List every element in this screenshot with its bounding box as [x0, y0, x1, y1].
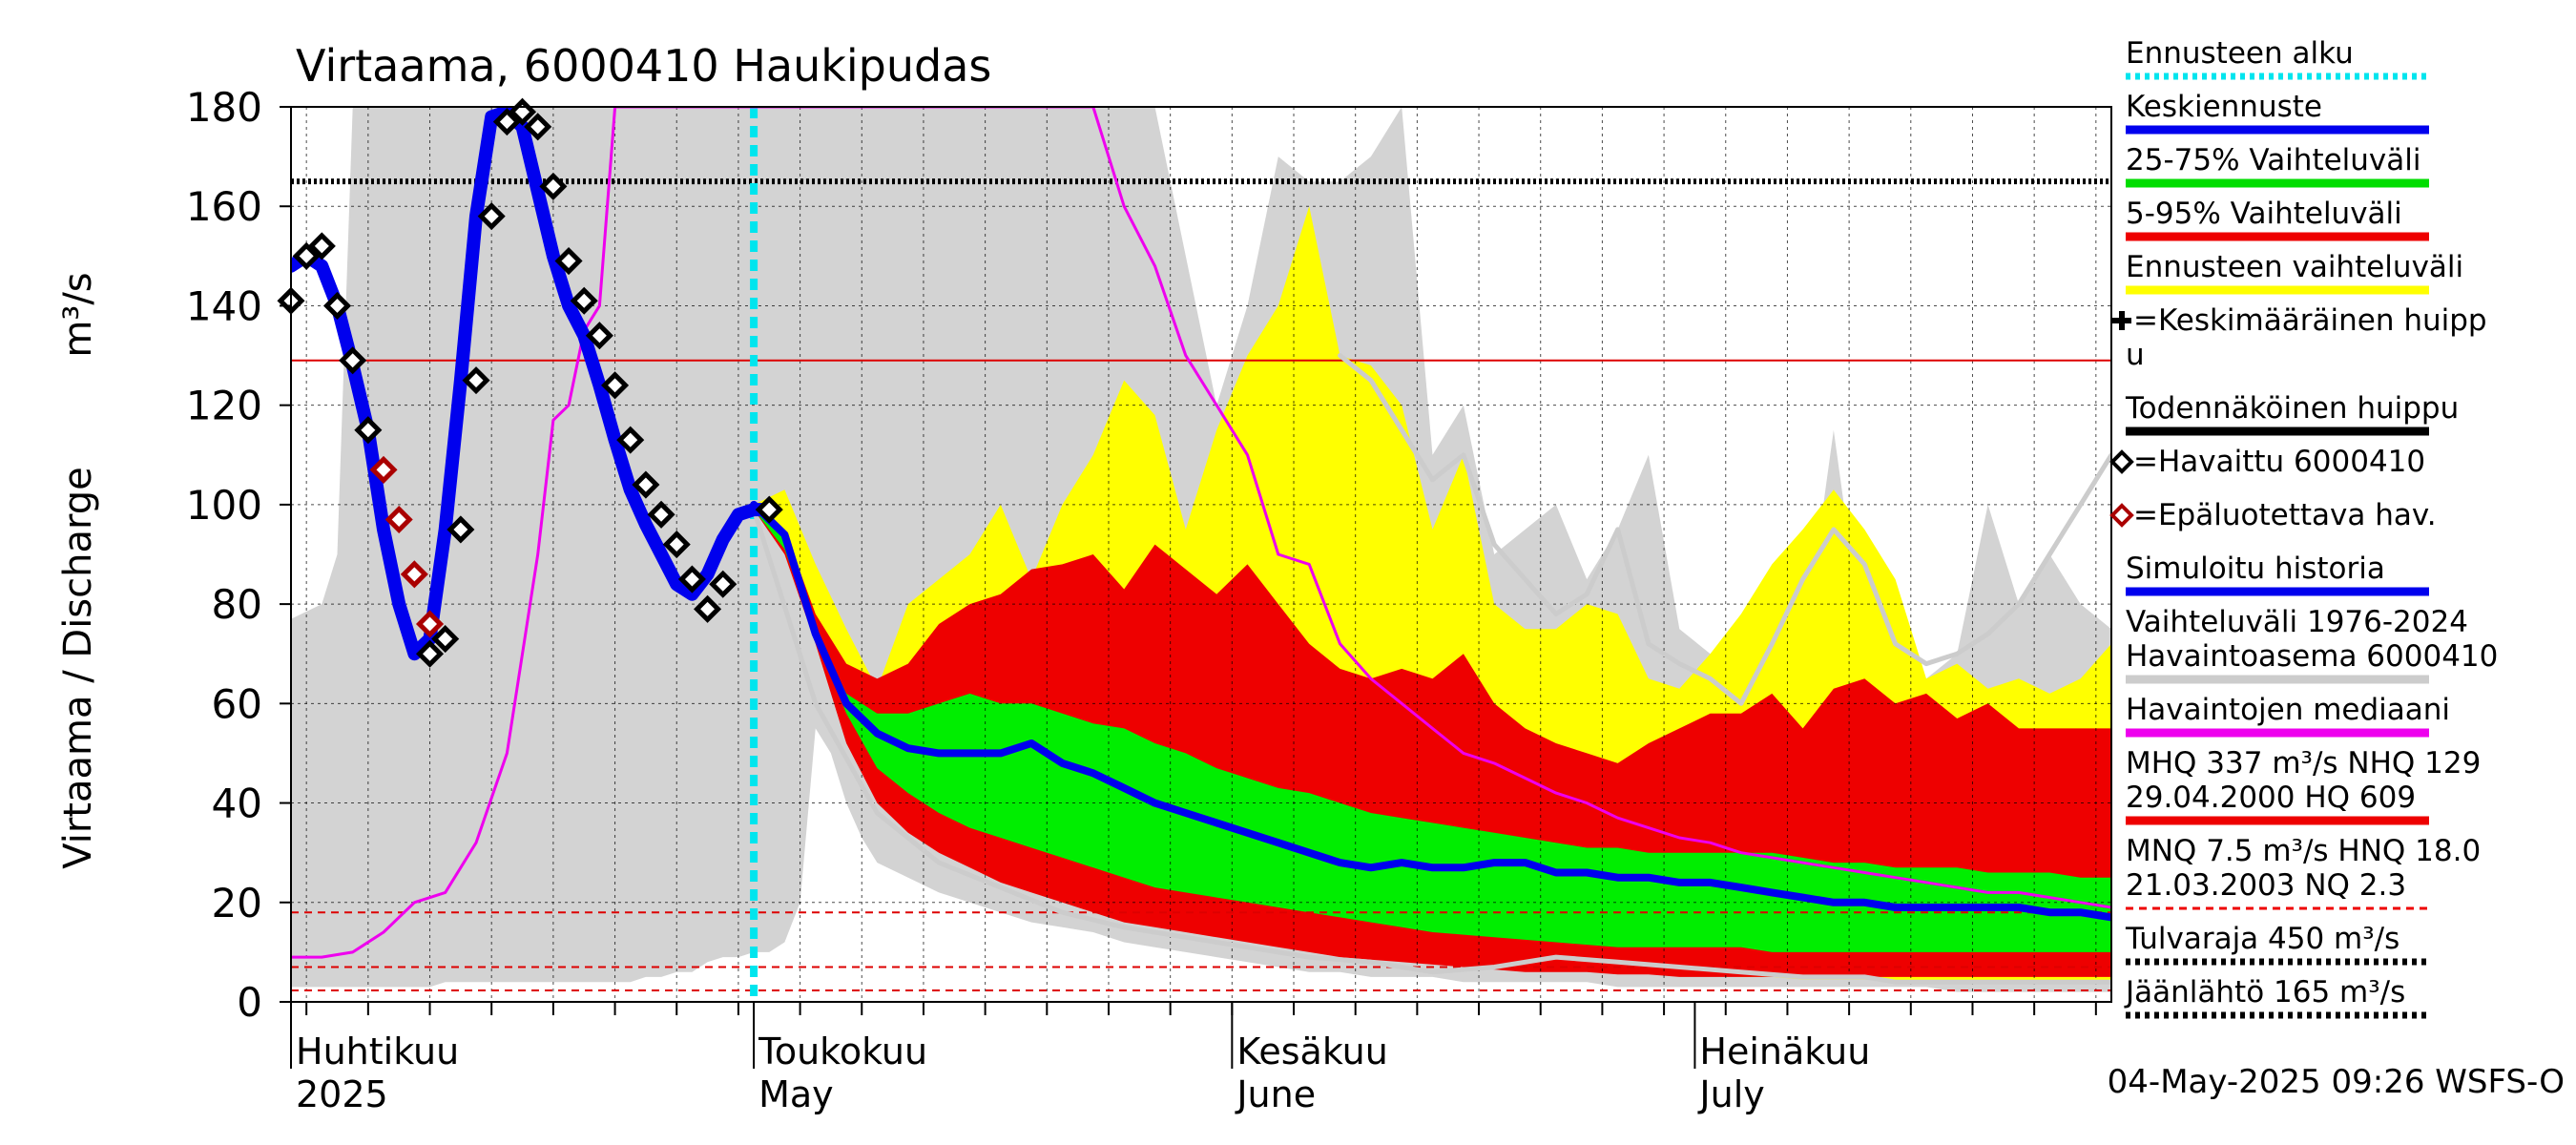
x-month-sublabel: May: [758, 1073, 834, 1115]
observed-point: [694, 594, 722, 623]
x-month-label: Huhtikuu: [296, 1030, 459, 1072]
observed-point: [601, 371, 630, 400]
observed-point: [322, 291, 352, 320]
observed-point: [415, 639, 445, 668]
legend: Ennusteen alku Keskiennuste 25-75% Vaihtel…: [2109, 36, 2498, 1019]
y-tick-label: 20: [212, 880, 262, 926]
legend-label: Keskiennuste: [2126, 90, 2322, 124]
legend-label: =Epäluotettava hav.: [2133, 498, 2437, 532]
observed-point: [585, 322, 613, 350]
mean-forecast-line: [750, 500, 2111, 922]
x-month-label: Toukokuu: [758, 1030, 927, 1072]
observed-point: [539, 172, 568, 200]
footer-timestamp: 04-May-2025 09:26 WSFS-O: [2108, 1063, 2565, 1101]
observed-point: [570, 286, 598, 315]
observed-point: [677, 565, 706, 593]
unreliable-point: [400, 560, 428, 589]
y-tick-label: 60: [212, 680, 262, 727]
plot-frame: [290, 106, 2112, 1003]
observed-point: [524, 113, 552, 141]
legend-label: Todennäköinen huippu: [2125, 391, 2459, 426]
y-tick-label: 120: [186, 383, 262, 429]
observed-point: [292, 241, 321, 270]
observed-point: [462, 366, 490, 395]
unreliable-point: [369, 455, 398, 484]
legend-label: 25-75% Vaihteluväli: [2126, 143, 2421, 177]
observed-point: [354, 416, 383, 445]
legend-label-line2: Havaintoasema 6000410: [2126, 639, 2498, 674]
unreliable-point: [384, 505, 413, 534]
legend-label-line2: 21.03.2003 NQ 2.3: [2126, 868, 2406, 903]
y-tick-label: 100: [186, 482, 262, 529]
observed-point: [447, 515, 475, 544]
legend-label-line2: 29.04.2000 HQ 609: [2126, 781, 2416, 815]
observed-point: [477, 202, 506, 231]
range-25-75-band: [754, 504, 2111, 952]
legend-cross-icon: [2112, 311, 2131, 330]
y-tick-label: 160: [186, 183, 262, 230]
legend-label: =Havaittu 6000410: [2133, 445, 2425, 479]
observed-point: [307, 232, 336, 260]
observed-point: [662, 531, 691, 559]
legend-label: MHQ 337 m³/s NHQ 129: [2126, 746, 2481, 781]
x-month-label: Heinäkuu: [1699, 1030, 1870, 1072]
legend-label-line2: u: [2126, 338, 2145, 372]
legend-label: Jäänlähtö 165 m³/s: [2124, 975, 2405, 1010]
series-lines: [291, 107, 2111, 985]
x-month-sublabel: 2025: [296, 1073, 388, 1115]
observed-point: [339, 346, 367, 375]
legend-label: Ennusteen vaihteluväli: [2126, 250, 2463, 284]
simulated-history-line: [291, 107, 777, 661]
previous-year-low-line: [751, 507, 2111, 985]
y-axis-unit: m³/s: [56, 272, 100, 357]
unreliable-point: [415, 610, 445, 638]
legend-diamond-icon: [2109, 449, 2134, 474]
legend-label: 5-95% Vaihteluväli: [2126, 197, 2402, 231]
legend-label: Tulvaraja 450 m³/s: [2125, 922, 2399, 956]
y-tick-label: 0: [237, 979, 262, 1026]
observed-point: [492, 108, 521, 136]
y-axis-label: Virtaama / Discharge: [56, 467, 100, 868]
y-tick-label: 140: [186, 282, 262, 329]
x-month-label: Kesäkuu: [1236, 1030, 1388, 1072]
observed-point: [632, 470, 660, 499]
observed-point: [709, 570, 737, 598]
median-line: [291, 107, 2111, 959]
grid: [291, 106, 2111, 1003]
y-tick-label: 40: [212, 781, 262, 827]
previous-year-line: [1338, 353, 2111, 706]
legend-label: Simuloitu historia: [2126, 552, 2385, 586]
x-month-sublabel: July: [1697, 1073, 1764, 1115]
legend-label: =Keskimääräinen huipp: [2133, 303, 2487, 338]
legend-label: Ennusteen alku: [2126, 36, 2354, 71]
legend-label: Havaintojen mediaani: [2126, 693, 2450, 727]
legend-label: Vaihteluväli 1976-2024: [2126, 605, 2468, 639]
observed-point: [616, 426, 645, 454]
x-month-sublabel: June: [1235, 1073, 1316, 1115]
y-tick-label: 180: [186, 84, 262, 131]
y-tick-label: 80: [212, 581, 262, 628]
chart-title: Virtaama, 6000410 Haukipudas: [296, 40, 991, 92]
legend-diamond-icon: [2109, 503, 2134, 528]
observed-point: [755, 495, 783, 524]
observed-point: [554, 247, 583, 276]
legend-label: MNQ 7.5 m³/s HNQ 18.0: [2126, 834, 2481, 868]
reference-lines: [291, 107, 2111, 1002]
observed-point: [647, 500, 675, 529]
observed-point: [431, 625, 460, 654]
